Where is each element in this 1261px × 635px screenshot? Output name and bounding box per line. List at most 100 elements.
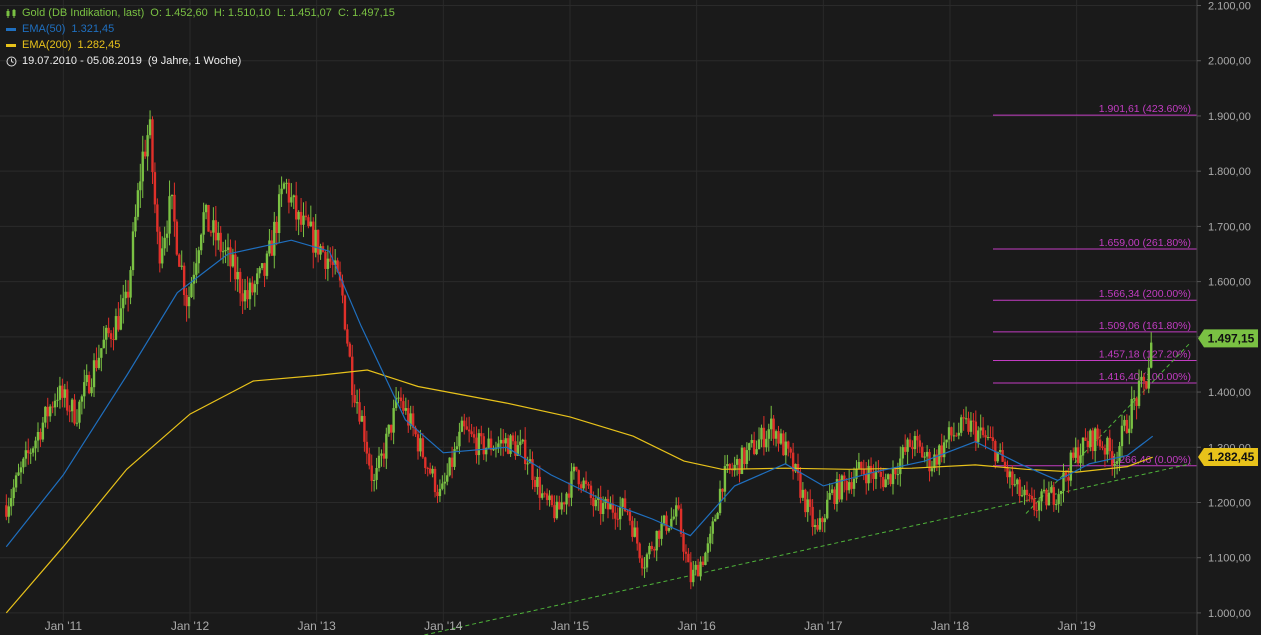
candle-body [70,399,74,412]
candle-body [782,433,785,456]
candle-body [1103,448,1107,455]
candle-body [521,439,524,442]
candle-body [168,196,171,234]
candle-body [728,464,731,470]
candle-body [7,506,10,517]
candle-body [107,327,110,334]
candle-body [923,456,926,458]
candle-body [572,466,576,472]
ema50-swatch [6,27,16,31]
candle-body [784,441,788,456]
candle-body [404,408,408,411]
candle-body [146,135,149,157]
candle-body [502,439,505,444]
candle-body [24,450,28,459]
candle-body [601,503,605,515]
candle-body [626,511,629,513]
candle-body [981,427,985,436]
candle-body [499,439,503,444]
candle-body [141,151,144,182]
candle-body [472,434,476,438]
candle-body [117,316,120,330]
candle-body [1067,477,1070,481]
candle-body [175,221,179,255]
candle-body [670,518,673,528]
candle-body [672,516,675,519]
candle-body [762,427,766,448]
candle-body [460,420,464,432]
candle-body [855,468,858,479]
candle-body [1086,440,1090,448]
candle-body [492,449,495,451]
candle-body [360,415,364,422]
candle-body [5,505,8,517]
candle-body [745,450,749,464]
candle-body [886,474,890,480]
candle-body [143,151,147,157]
candle-body [61,385,64,398]
candle-body [925,451,929,457]
candle-body [906,439,909,452]
trendline [1025,342,1192,514]
candle-body [835,479,839,504]
candle-body [1028,494,1031,496]
x-tick-label: Jan '16 [678,619,717,633]
candle-body [341,280,344,296]
candle-body [801,489,805,498]
x-tick-label: Jan '15 [551,619,590,633]
instrument-name: Gold (DB Indikation, last) [22,7,145,19]
legend-ema50-row: EMA(50) 1.321,45 [6,21,395,37]
candle-body [504,438,507,444]
candle-body [1064,472,1068,478]
candle-body [653,549,656,551]
candle-body [930,468,934,472]
candle-body [872,472,875,479]
candle-body [299,211,303,225]
candle-body [740,447,744,474]
candle-body [80,396,84,402]
candle-body [329,258,332,262]
candle-body [989,437,992,439]
candle-body [1120,425,1124,447]
candle-body [53,400,57,408]
candle-body [390,424,393,433]
candle-body [582,480,585,489]
candle-body [1023,489,1026,496]
candle-body [592,497,595,507]
candle-body [114,316,118,340]
x-tick-label: Jan '19 [1058,619,1097,633]
candle-body [921,446,924,458]
candle-body [699,561,702,577]
candle-body [248,282,252,300]
candle-body [453,449,456,467]
candle-body [1115,461,1119,464]
candle-body [694,564,697,570]
candle-body [580,484,583,489]
price-tag-label: 1.282,45 [1208,450,1255,464]
candle-body [309,221,313,227]
candle-body [631,520,634,537]
candle-body [567,493,571,498]
candle-body [372,479,376,481]
candle-body [139,181,142,191]
candle-body [441,483,444,489]
candle-body [558,501,561,510]
candle-body [1016,479,1019,485]
candle-body [799,473,802,498]
candle-body [363,415,366,442]
candle-body [426,467,429,469]
candle-body [589,485,593,498]
ema200-swatch [6,43,16,47]
candle-body [850,482,853,489]
candle-body [597,497,600,500]
candle-body [1055,504,1058,506]
candle-body [316,229,320,255]
candle-body [200,234,203,251]
candle-body [692,569,695,583]
candle-body [1128,428,1131,433]
candle-body [991,437,995,442]
price-tag-label: 1.497,15 [1208,331,1255,345]
candle-body [818,518,822,530]
candle-body [48,406,52,417]
